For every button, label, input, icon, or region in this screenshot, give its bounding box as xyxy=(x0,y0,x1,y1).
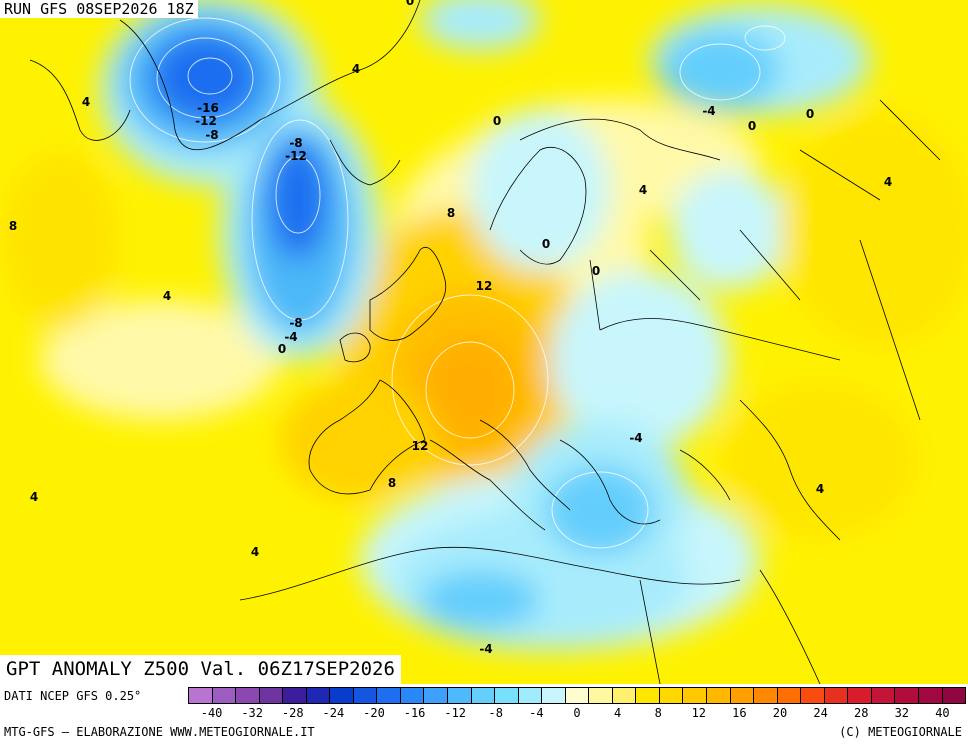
color-legend-bar xyxy=(188,687,966,704)
legend-swatch xyxy=(377,688,401,703)
contour-label: 4 xyxy=(816,482,824,496)
contour-label: 0 xyxy=(748,119,756,133)
legend-tick-label: 24 xyxy=(813,706,828,720)
contour-label: 0 xyxy=(542,237,550,251)
legend-swatch xyxy=(212,688,237,703)
legend-swatch xyxy=(471,688,496,703)
legend-swatch xyxy=(942,688,966,703)
contour-label: 4 xyxy=(30,490,38,504)
legend-swatch xyxy=(612,688,637,703)
legend-swatch xyxy=(236,688,260,703)
legend-swatch xyxy=(542,688,566,703)
legend-swatch xyxy=(189,688,213,703)
contour-label: 12 xyxy=(476,279,493,293)
legend-swatch xyxy=(777,688,802,703)
legend-swatch xyxy=(565,688,590,703)
legend-tick-label: 12 xyxy=(691,706,707,720)
legend-swatch xyxy=(353,688,378,703)
contour-label: 0 xyxy=(406,0,414,8)
legend-swatch xyxy=(518,688,543,703)
contour-label: 4 xyxy=(639,183,647,197)
legend-swatch xyxy=(871,688,896,703)
contour-label: 8 xyxy=(388,476,396,490)
legend-tick-label: -16 xyxy=(403,706,426,720)
map-canvas: 4 4 8 4 -16 -12 -8 -8 -12 -8 -4 0 8 0 12… xyxy=(0,0,968,684)
legend-tick-label: 4 xyxy=(613,706,622,720)
color-legend-ticks: -40 -32 -28 -24 -20 -16 -12 -8 -4 0 4 8 12 16 20 24 28 32… xyxy=(188,706,966,722)
legend-tick-label: 20 xyxy=(772,706,788,720)
legend-tick-label: -8 xyxy=(488,706,504,720)
legend-swatch xyxy=(730,688,755,703)
contour-label: 8 xyxy=(447,206,455,220)
legend-tick-label: 16 xyxy=(732,706,747,720)
contour-label-group: 4 4 8 4 -16 -12 -8 -8 -12 -8 -4 0 8 0 12… xyxy=(9,0,892,656)
legend-tick-label: -4 xyxy=(529,706,544,720)
contour-label: 12 xyxy=(412,439,429,453)
legend-swatch xyxy=(659,688,684,703)
contour-label: -12 xyxy=(195,114,217,128)
contour-label: 0 xyxy=(493,114,501,128)
contour-label: 8 xyxy=(9,219,17,233)
data-source-label: DATI NCEP GFS 0.25° xyxy=(4,689,142,703)
legend-swatch xyxy=(400,688,425,703)
contour-label: 0 xyxy=(278,342,286,356)
legend-tick-label: -32 xyxy=(241,706,264,720)
legend-tick-label: -12 xyxy=(444,706,467,720)
contour-label: 4 xyxy=(251,545,259,559)
contour-label: -4 xyxy=(284,330,297,344)
coastlines xyxy=(29,0,941,684)
legend-swatch xyxy=(448,688,472,703)
legend-tick-label: -28 xyxy=(281,706,304,720)
legend-swatch xyxy=(824,688,849,703)
legend-tick-label: 32 xyxy=(894,706,910,720)
map-title: GPT ANOMALY Z500 Val. 06Z17SEP2026 xyxy=(0,655,401,684)
anomaly-map: 4 4 8 4 -16 -12 -8 -8 -12 -8 -4 0 8 0 12… xyxy=(0,0,968,684)
legend-swatch xyxy=(306,688,331,703)
footer: DATI NCEP GFS 0.25° -40 -32 -28 -24 -20 -16 -1… xyxy=(0,684,968,745)
legend-swatch xyxy=(683,688,708,703)
legend-tick-label: 0 xyxy=(573,706,581,720)
contour-lines xyxy=(129,17,786,549)
copyright-label: (C) METEOGIORNALE xyxy=(839,725,962,739)
legend-swatch xyxy=(801,688,825,703)
legend-tick-label: 28 xyxy=(853,706,869,720)
legend-tick-label: 40 xyxy=(935,706,950,720)
contour-label: -8 xyxy=(289,316,302,330)
legend-swatch xyxy=(495,688,519,703)
contour-label: -8 xyxy=(205,128,218,142)
contour-label: 4 xyxy=(352,62,360,76)
legend-swatch xyxy=(589,688,613,703)
legend-swatch xyxy=(707,688,731,703)
legend-swatch xyxy=(895,688,919,703)
legend-swatch xyxy=(754,688,778,703)
legend-swatch xyxy=(330,688,354,703)
contour-label: -8 xyxy=(289,136,302,150)
contour-label: -12 xyxy=(285,149,307,163)
credit-label: MTG-GFS — ELABORAZIONE WWW.METEOGIORNALE… xyxy=(4,725,315,739)
contour-label: -4 xyxy=(479,642,492,656)
contour-label: -4 xyxy=(629,431,642,445)
run-label: RUN GFS 08SEP2026 18Z xyxy=(0,0,198,18)
legend-swatch xyxy=(918,688,943,703)
legend-swatch xyxy=(636,688,660,703)
contour-label: 0 xyxy=(592,264,600,278)
contour-label: 0 xyxy=(806,107,814,121)
legend-swatch xyxy=(259,688,284,703)
legend-tick-label: -24 xyxy=(322,706,345,720)
anomaly-shading xyxy=(0,0,968,650)
legend-swatch xyxy=(424,688,449,703)
legend-tick-label: -40 xyxy=(200,706,223,720)
contour-label: 4 xyxy=(884,175,892,189)
legend-tick-label: 8 xyxy=(654,706,662,720)
contour-label: 4 xyxy=(163,289,171,303)
contour-label: -16 xyxy=(197,101,219,115)
contour-label: 4 xyxy=(82,95,90,109)
legend-swatch xyxy=(848,688,872,703)
contour-label: -4 xyxy=(702,104,715,118)
legend-swatch xyxy=(283,688,307,703)
legend-tick-label: -20 xyxy=(363,706,385,720)
